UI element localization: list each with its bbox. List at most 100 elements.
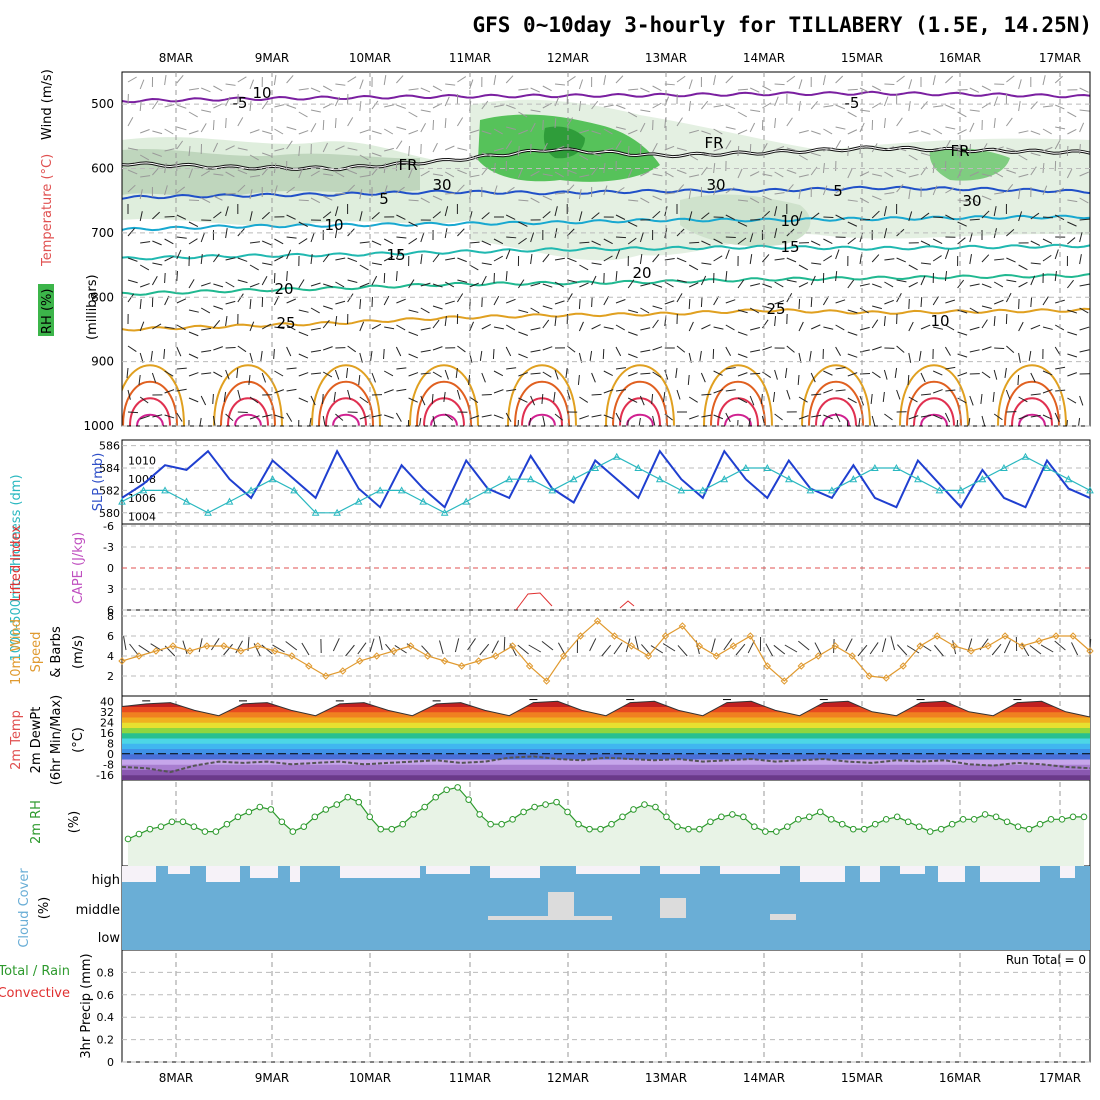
bottom-date-labels: 8MAR 9MAR 10MAR 11MAR 12MAR 13MAR 14MAR 15MAR 16… <box>159 1071 1081 1085</box>
wind-barb <box>968 417 971 426</box>
wind-barb <box>920 372 926 383</box>
wind-barb <box>1042 216 1054 219</box>
wind-barb <box>347 257 358 263</box>
wind-barb <box>615 187 625 194</box>
rh2m-point <box>1014 823 1022 830</box>
wind-barb <box>176 249 182 260</box>
wind-barb <box>481 275 487 286</box>
wind-barb <box>932 128 943 135</box>
wind-barb <box>578 321 584 332</box>
slp-tick: 1006 <box>128 492 156 505</box>
wind-barb <box>395 249 401 260</box>
wind-barb <box>249 352 254 363</box>
li-tick: 6 <box>107 604 114 617</box>
wind-barb <box>591 393 602 396</box>
wind-barb <box>725 367 736 370</box>
wind-barb <box>676 389 681 400</box>
wind-barb <box>127 279 138 284</box>
warm-contour <box>129 397 171 426</box>
wind10m-point <box>339 667 347 675</box>
warm-contour <box>318 380 374 426</box>
wind-barb <box>481 393 492 396</box>
wind-barb <box>749 143 752 155</box>
wind-barb <box>188 146 191 157</box>
thickness-point <box>1064 475 1073 483</box>
rh2m-point <box>377 825 385 833</box>
wind10m-point <box>542 677 551 685</box>
thickness-tick: 584 <box>99 462 120 475</box>
wind-barb <box>579 129 590 134</box>
rh2m-point <box>1080 813 1088 821</box>
wind-barb <box>334 316 338 327</box>
wind-barb <box>871 143 878 153</box>
cloud-clear-high <box>576 866 640 874</box>
wind-barb <box>774 206 778 217</box>
wind10m-point <box>695 642 704 650</box>
wind-barb <box>554 206 558 217</box>
wind-barb <box>395 270 398 282</box>
temp-band <box>122 727 1090 734</box>
li-tick: 0 <box>107 562 114 575</box>
wind-barb <box>957 199 968 202</box>
wind-barb <box>188 221 199 228</box>
wind-barb <box>871 210 880 219</box>
warm-contour <box>899 364 969 426</box>
wind-barb <box>408 145 411 157</box>
wind-barb <box>981 371 991 379</box>
wind-barb <box>945 389 956 392</box>
wind-barb <box>335 192 346 195</box>
wind-barb <box>981 415 986 426</box>
wind-barb <box>335 281 345 288</box>
wind-barb <box>701 212 710 220</box>
warm-contour <box>724 413 752 426</box>
wind-barb <box>822 296 829 306</box>
wind-barb <box>896 389 901 400</box>
wind-barb <box>530 87 540 93</box>
wind-barb <box>127 293 135 303</box>
wind-barb <box>871 85 882 92</box>
wind-barb <box>566 117 574 127</box>
wind-barb <box>322 319 330 329</box>
wind-barb <box>323 346 333 351</box>
rh2m-point <box>827 816 835 823</box>
wind-barb <box>200 307 211 314</box>
wind-barb <box>750 327 761 331</box>
wind-barb <box>530 372 541 375</box>
isotherm-label: 25 <box>766 300 785 318</box>
wind10m-point <box>882 674 890 682</box>
ylabel-thickness: 1000-500mb Thickness (dm) <box>9 474 24 661</box>
wind-barb <box>603 128 613 135</box>
wind-barb <box>237 76 247 83</box>
rh2m-point <box>860 825 868 833</box>
wind-barb <box>811 414 822 418</box>
wind-barb <box>1018 415 1029 420</box>
wind-barb <box>640 197 650 204</box>
wind-barb <box>725 214 735 221</box>
y-tick-label: 800 <box>91 290 114 304</box>
wind-barb <box>920 130 931 135</box>
date-label-top: 15MAR <box>841 51 883 65</box>
wind-barb <box>249 264 259 271</box>
wind-barb <box>1030 152 1041 157</box>
wind-barb <box>396 126 407 131</box>
wind-barb <box>176 388 187 392</box>
wind-barb <box>615 140 622 150</box>
wind-barb <box>408 309 419 313</box>
wind-barb <box>1092 284 1100 288</box>
wind-barb <box>883 96 889 107</box>
wind-barb <box>859 197 869 204</box>
wind-barb <box>774 146 785 151</box>
wind-barb <box>762 254 770 263</box>
wind-barb <box>883 369 888 380</box>
wind-barb <box>164 272 166 284</box>
temp-tick: 8 <box>107 737 114 750</box>
wind-barb <box>969 307 979 314</box>
wind10m-point <box>797 662 806 670</box>
rh2m-point <box>586 825 593 833</box>
wind-barb <box>725 249 730 260</box>
wind-barb <box>1054 640 1066 651</box>
rh2m-point <box>476 811 483 818</box>
wind-barb <box>274 389 284 394</box>
ylabel-precip: Total / Rain Convective 3hr Precip (mm) <box>0 953 94 1058</box>
wind-barb <box>347 76 357 83</box>
